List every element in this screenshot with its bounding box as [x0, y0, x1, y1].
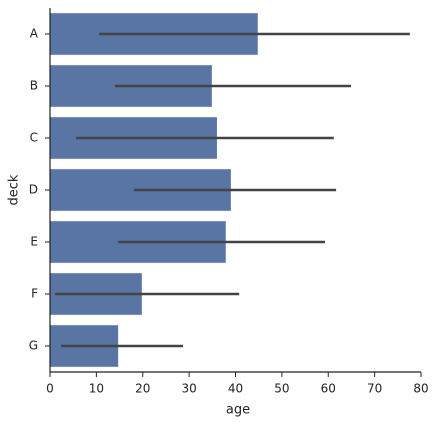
y-tick-label: B	[30, 79, 38, 93]
y-tick-label: A	[30, 27, 39, 41]
x-tick-label: 20	[135, 382, 150, 396]
x-tick-label: 60	[321, 382, 336, 396]
y-tick-label: E	[30, 235, 38, 249]
x-tick-label: 30	[181, 382, 196, 396]
x-tick-label: 80	[413, 382, 428, 396]
y-axis-title: deck	[7, 174, 22, 205]
y-tick-label: D	[29, 183, 38, 197]
x-tick-label: 40	[228, 382, 243, 396]
y-tick-label: C	[30, 131, 38, 145]
x-axis-title: age	[226, 403, 250, 418]
x-tick-label: 10	[89, 382, 104, 396]
x-tick-label: 0	[46, 382, 54, 396]
y-tick-label: G	[29, 339, 38, 353]
x-tick-label: 70	[367, 382, 382, 396]
x-tick-label: 50	[274, 382, 289, 396]
y-tick-label: F	[31, 287, 38, 301]
